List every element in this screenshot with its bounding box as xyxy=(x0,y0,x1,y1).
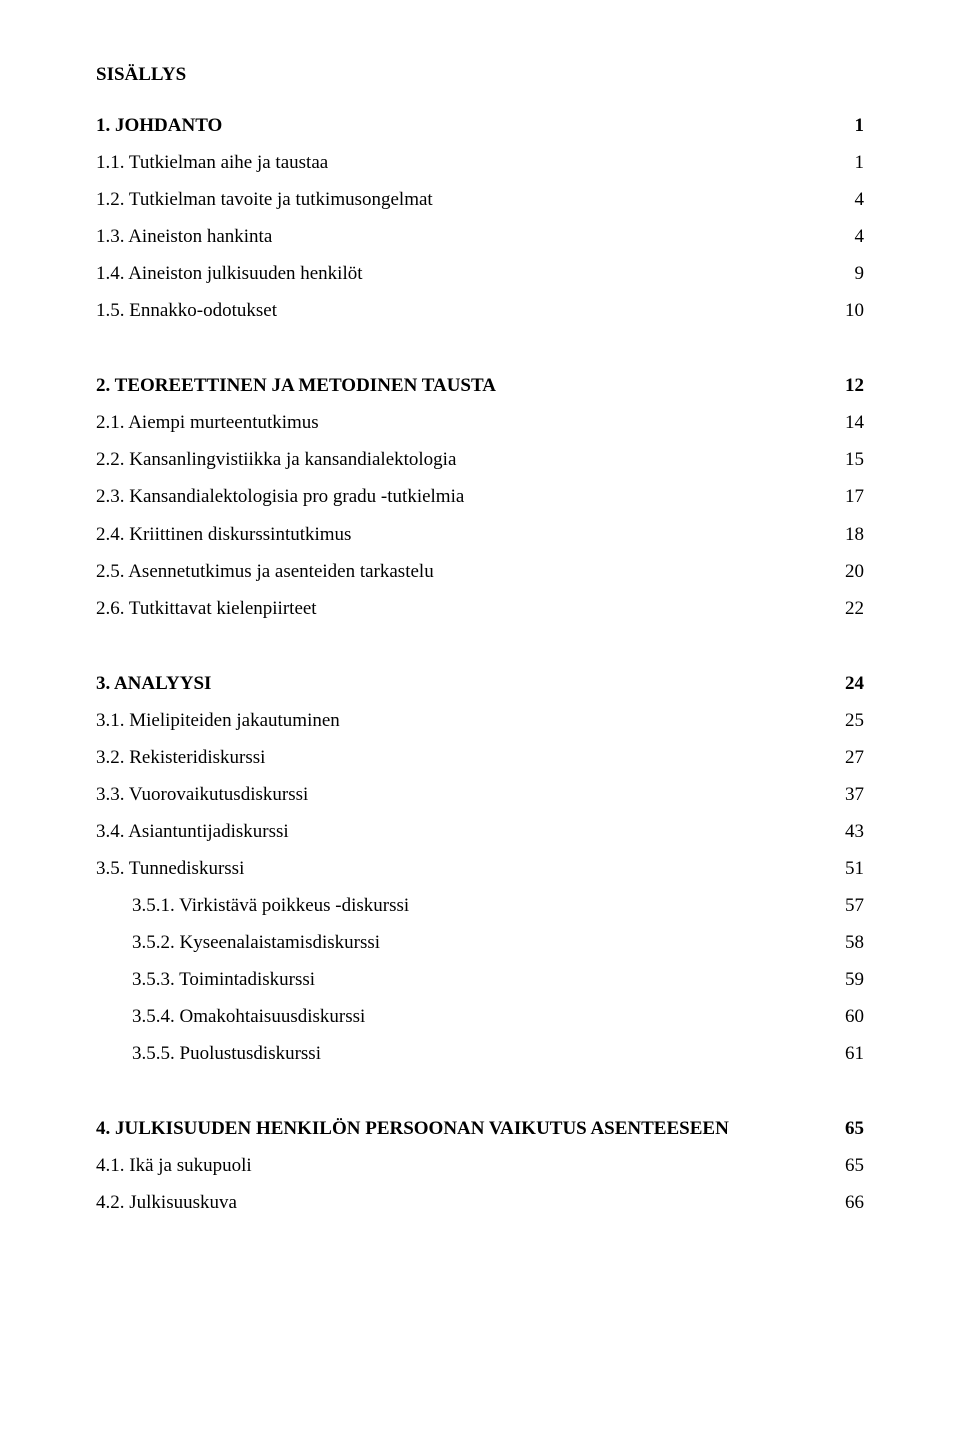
toc-entry: 4. JULKISUUDEN HENKILÖN PERSOONAN VAIKUT… xyxy=(96,1110,864,1147)
toc-entry: 1.1. Tutkielman aihe ja taustaa 1 xyxy=(96,144,864,181)
toc-entry-label: 3.5.2. Kyseenalaistamisdiskurssi xyxy=(96,924,380,961)
toc-entry-page: 4 xyxy=(810,181,864,218)
toc-entry-page: 15 xyxy=(810,441,864,478)
toc-entry-page: 65 xyxy=(810,1110,864,1147)
toc-entry-page: 60 xyxy=(810,998,864,1035)
toc-entry-page: 25 xyxy=(810,702,864,739)
toc-entry-page: 57 xyxy=(810,887,864,924)
toc-entry-label: 3.5.4. Omakohtaisuusdiskurssi xyxy=(96,998,365,1035)
toc-entry-label: 1.5. Ennakko-odotukset xyxy=(96,292,277,329)
toc-entry-page: 22 xyxy=(810,590,864,627)
toc-entry: 3.3. Vuorovaikutusdiskurssi 37 xyxy=(96,776,864,813)
toc-entry-page: 14 xyxy=(810,404,864,441)
toc-entry: 3.5. Tunnediskurssi 51 xyxy=(96,850,864,887)
toc-entry-page: 27 xyxy=(810,739,864,776)
toc-entry-page: 4 xyxy=(810,218,864,255)
toc-entry: 2.2. Kansanlingvistiikka ja kansandialek… xyxy=(96,441,864,478)
toc-entry-page: 10 xyxy=(810,292,864,329)
toc-entry-label: 1.1. Tutkielman aihe ja taustaa xyxy=(96,144,328,181)
section-gap xyxy=(96,1072,864,1110)
toc-entry: 3. ANALYYSI 24 xyxy=(96,665,864,702)
toc-entry-label: 2.4. Kriittinen diskurssintutkimus xyxy=(96,516,351,553)
toc-title: SISÄLLYS xyxy=(96,56,864,93)
section-gap xyxy=(96,329,864,367)
toc-entry-label: 3.2. Rekisteridiskurssi xyxy=(96,739,265,776)
toc-entry-label: 4. JULKISUUDEN HENKILÖN PERSOONAN VAIKUT… xyxy=(96,1110,729,1147)
toc-entry-page: 59 xyxy=(810,961,864,998)
toc-entry: 4.1. Ikä ja sukupuoli 65 xyxy=(96,1147,864,1184)
toc-entry-label: 3.1. Mielipiteiden jakautuminen xyxy=(96,702,340,739)
toc-entry-page: 58 xyxy=(810,924,864,961)
toc-entry-label: 3.4. Asiantuntijadiskurssi xyxy=(96,813,289,850)
toc-entry: 2.1. Aiempi murteentutkimus 14 xyxy=(96,404,864,441)
toc-entry-page: 20 xyxy=(810,553,864,590)
toc-entry-label: 3.3. Vuorovaikutusdiskurssi xyxy=(96,776,308,813)
toc-entry: 2.6. Tutkittavat kielenpiirteet 22 xyxy=(96,590,864,627)
toc-entry: 3.5.3. Toimintadiskurssi 59 xyxy=(96,961,864,998)
toc-entry-label: 2.6. Tutkittavat kielenpiirteet xyxy=(96,590,317,627)
toc-entry: 1. JOHDANTO 1 xyxy=(96,107,864,144)
toc-entry: 1.5. Ennakko-odotukset 10 xyxy=(96,292,864,329)
toc-entry: 3.2. Rekisteridiskurssi 27 xyxy=(96,739,864,776)
toc-entry-label: 1.4. Aineiston julkisuuden henkilöt xyxy=(96,255,363,292)
toc-entry-label: 2.2. Kansanlingvistiikka ja kansandialek… xyxy=(96,441,456,478)
toc-body: 1. JOHDANTO11.1. Tutkielman aihe ja taus… xyxy=(96,107,864,1221)
toc-entry-label: 3.5.3. Toimintadiskurssi xyxy=(96,961,315,998)
toc-entry: 3.4. Asiantuntijadiskurssi 43 xyxy=(96,813,864,850)
toc-entry-page: 66 xyxy=(810,1184,864,1221)
toc-entry-label: 2. TEOREETTINEN JA METODINEN TAUSTA xyxy=(96,367,496,404)
toc-entry: 1.4. Aineiston julkisuuden henkilöt 9 xyxy=(96,255,864,292)
toc-entry: 3.1. Mielipiteiden jakautuminen 25 xyxy=(96,702,864,739)
toc-entry-page: 1 xyxy=(810,144,864,181)
toc-entry: 2.3. Kansandialektologisia pro gradu -tu… xyxy=(96,478,864,515)
toc-entry-label: 1. JOHDANTO xyxy=(96,107,222,144)
toc-entry-page: 37 xyxy=(810,776,864,813)
toc-entry-label: 2.1. Aiempi murteentutkimus xyxy=(96,404,319,441)
toc-entry-label: 4.2. Julkisuuskuva xyxy=(96,1184,237,1221)
toc-entry: 1.3. Aineiston hankinta 4 xyxy=(96,218,864,255)
toc-entry: 2.5. Asennetutkimus ja asenteiden tarkas… xyxy=(96,553,864,590)
toc-entry-page: 24 xyxy=(810,665,864,702)
toc-entry: 2.4. Kriittinen diskurssintutkimus 18 xyxy=(96,516,864,553)
toc-entry: 3.5.4. Omakohtaisuusdiskurssi 60 xyxy=(96,998,864,1035)
toc-entry: 2. TEOREETTINEN JA METODINEN TAUSTA 12 xyxy=(96,367,864,404)
toc-entry-page: 12 xyxy=(810,367,864,404)
toc-entry: 3.5.1. Virkistävä poikkeus -diskurssi 57 xyxy=(96,887,864,924)
toc-entry-label: 2.3. Kansandialektologisia pro gradu -tu… xyxy=(96,478,464,515)
toc-entry-page: 9 xyxy=(810,255,864,292)
toc-entry-page: 18 xyxy=(810,516,864,553)
toc-entry-label: 3.5.1. Virkistävä poikkeus -diskurssi xyxy=(96,887,409,924)
toc-entry-page: 17 xyxy=(810,478,864,515)
toc-entry-label: 3.5.5. Puolustusdiskurssi xyxy=(96,1035,321,1072)
toc-entry: 4.2. Julkisuuskuva 66 xyxy=(96,1184,864,1221)
toc-entry: 3.5.2. Kyseenalaistamisdiskurssi 58 xyxy=(96,924,864,961)
section-gap xyxy=(96,627,864,665)
toc-entry-label: 1.3. Aineiston hankinta xyxy=(96,218,272,255)
toc-entry-page: 51 xyxy=(810,850,864,887)
toc-entry-label: 1.2. Tutkielman tavoite ja tutkimusongel… xyxy=(96,181,433,218)
page: SISÄLLYS 1. JOHDANTO11.1. Tutkielman aih… xyxy=(0,0,960,1440)
toc-entry-page: 43 xyxy=(810,813,864,850)
toc-entry: 3.5.5. Puolustusdiskurssi 61 xyxy=(96,1035,864,1072)
toc-entry-label: 4.1. Ikä ja sukupuoli xyxy=(96,1147,252,1184)
toc-entry-label: 3. ANALYYSI xyxy=(96,665,211,702)
toc-entry: 1.2. Tutkielman tavoite ja tutkimusongel… xyxy=(96,181,864,218)
toc-entry-page: 65 xyxy=(810,1147,864,1184)
toc-entry-page: 1 xyxy=(810,107,864,144)
toc-entry-label: 2.5. Asennetutkimus ja asenteiden tarkas… xyxy=(96,553,434,590)
toc-entry-label: 3.5. Tunnediskurssi xyxy=(96,850,244,887)
toc-entry-page: 61 xyxy=(810,1035,864,1072)
